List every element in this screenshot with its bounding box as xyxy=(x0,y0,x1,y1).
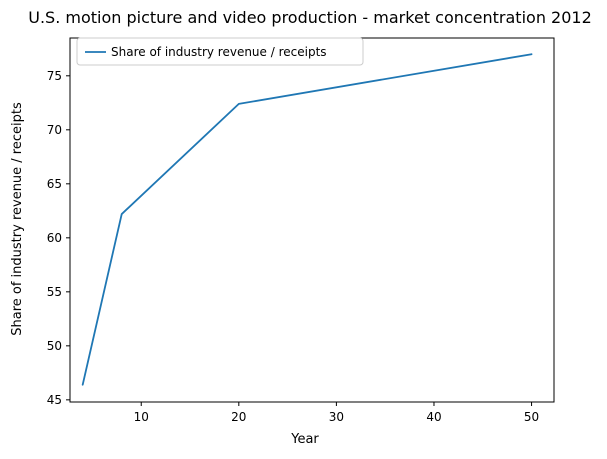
x-axis-label: Year xyxy=(290,432,319,447)
y-axis-ticks: 45 50 55 60 65 70 75 xyxy=(47,69,70,407)
y-tick-label: 65 xyxy=(47,177,62,191)
x-tick-label: 50 xyxy=(524,410,539,424)
legend-box xyxy=(76,37,364,66)
plot-area-frame xyxy=(69,37,555,403)
y-tick-label: 50 xyxy=(47,339,62,353)
x-tick-label: 40 xyxy=(426,410,441,424)
y-tick-label: 60 xyxy=(47,231,62,245)
y-tick-label: 75 xyxy=(47,69,62,83)
series-layer xyxy=(81,53,533,386)
legend: Share of industry revenue / receipts xyxy=(76,37,364,66)
legend-label: Share of industry revenue / receipts xyxy=(111,45,327,59)
x-tick-label: 20 xyxy=(231,410,246,424)
y-tick-label: 55 xyxy=(47,285,62,299)
y-axis-label: Share of industry revenue / receipts xyxy=(10,102,25,336)
x-tick-label: 30 xyxy=(329,410,344,424)
chart-title: U.S. motion picture and video production… xyxy=(28,8,592,27)
y-tick-label: 45 xyxy=(47,393,62,407)
x-tick-label: 10 xyxy=(134,410,149,424)
series-line xyxy=(81,53,533,386)
x-axis-ticks: 10 20 30 40 50 xyxy=(134,402,539,424)
y-tick-label: 70 xyxy=(47,123,62,137)
